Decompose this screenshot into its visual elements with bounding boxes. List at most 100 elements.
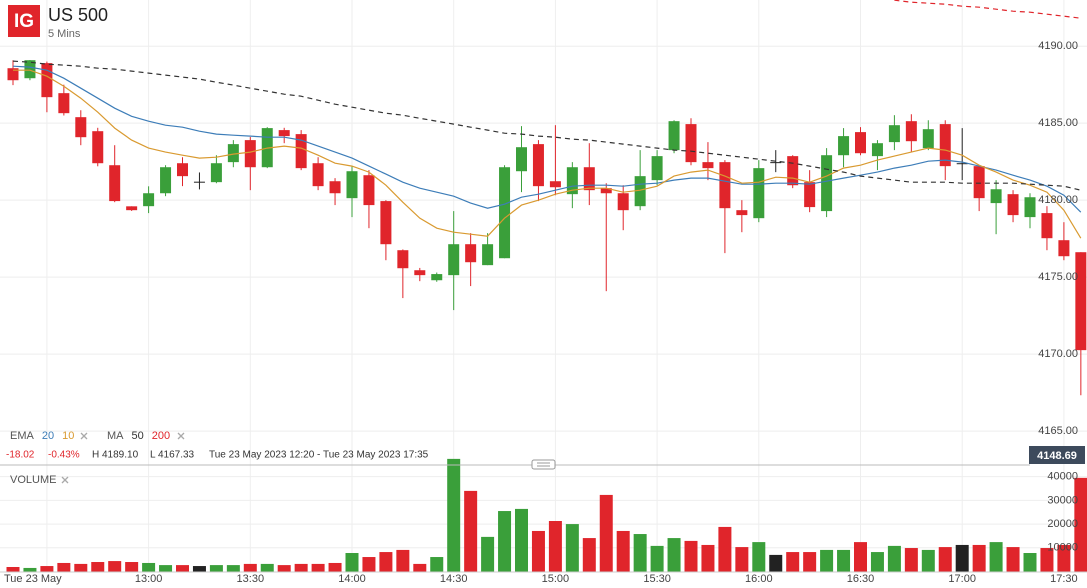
logo [8,5,40,37]
candle-body [566,167,578,195]
y-tick-label: 4185.00 [1038,117,1078,129]
interval[interactable]: 5 Mins [48,28,81,40]
legend-group: EMA [10,430,35,442]
last-price-box [1029,446,1085,464]
candle-body [600,188,612,194]
change: -18.02 [6,450,35,461]
candle-body [821,155,833,212]
volume-bar [701,544,715,572]
candle-body [329,181,341,194]
volume-bar [226,565,240,572]
candle-body [855,132,866,154]
volume-bar [531,530,545,572]
candle-body [210,163,222,183]
candle-body [126,206,138,211]
volume-bar [667,538,681,572]
ema-close[interactable] [80,432,88,440]
volume-bar [159,565,173,572]
volume-bar [1006,547,1020,572]
volume-bar [887,545,901,572]
candle-body [787,156,799,186]
volume-bar [616,530,630,572]
volume-bar [938,547,952,572]
x-tick-label: 13:00 [135,573,163,585]
volume-bar [311,563,325,572]
candle-body [312,163,324,187]
volume-bar [125,562,139,572]
candle-body [482,244,494,266]
candle-body [448,244,460,276]
candle-body [973,166,985,199]
x-tick-label: 17:00 [948,573,976,585]
volume-bar [464,490,478,572]
volume-bar [40,566,54,572]
candle-body [634,176,646,207]
x-tick-label: 14:30 [440,573,468,585]
candle-body [465,244,477,263]
volume-bar [345,553,359,572]
candle-body [702,162,714,169]
volume-bar [989,542,1003,572]
volume-bar [294,563,308,572]
volume-bar [1040,548,1054,572]
legend-item[interactable]: 10 [62,430,74,442]
volume-bar [854,542,867,572]
legend-item[interactable]: 50 [132,430,144,442]
candle-body [7,68,19,81]
candle-body [990,189,1002,204]
candle-body [939,124,951,167]
legend-item[interactable]: 200 [152,430,170,442]
volume-bar [921,549,935,572]
candle-body [922,129,934,149]
candle-body [753,168,765,219]
y-tick-label: 4175.00 [1038,271,1078,283]
candle-body [109,165,121,202]
volume-bar [379,552,393,572]
indicator-line [12,65,1082,213]
candle-body [75,117,87,138]
x-tick-label: 17:30 [1050,573,1078,585]
volume-bar [413,563,427,572]
legend-item[interactable]: 20 [42,430,54,442]
range: Tue 23 May 2023 12:20 - Tue 23 May 2023 … [209,450,429,461]
candle-body [346,171,358,199]
candle-body [685,124,697,163]
volume-bar [837,549,851,572]
y-tick-label: 4165.00 [1038,425,1078,437]
ma-close[interactable] [177,432,185,440]
low: L 4167.33 [150,450,195,461]
volume-bar [582,538,596,572]
x-tick-label: Tue 23 May [4,573,62,585]
candle-body [431,274,443,281]
x-tick-label: 15:00 [542,573,570,585]
candle-body [295,134,307,169]
labels: 4165.00 4170.00 4175.00 4180.00 4185.00 4190.… [4,40,1078,585]
instrument-title[interactable]: US 500 [48,5,108,25]
pane-resize-handle[interactable] [531,459,556,470]
candle-body [838,136,850,156]
y-tick-label: 40000 [1047,471,1078,483]
volume-bar [108,561,122,572]
volume-bar [1023,553,1037,572]
candle-body [516,147,527,172]
candle-body [651,156,663,181]
candle-body [363,175,375,206]
volume-bar [498,511,512,572]
candle-body [143,193,155,207]
volume-bar [650,545,664,572]
y-tick-label: 30000 [1047,494,1078,506]
volume-bar [260,563,274,572]
x-tick-label: 16:00 [745,573,773,585]
y-tick-label: 4190.00 [1038,40,1078,52]
volume-bar [752,542,766,572]
candle-body [719,162,731,209]
volume-close[interactable] [61,476,69,484]
candle-body [41,63,53,98]
candle-body [871,143,883,157]
volume-bar [209,565,223,572]
volume-bar [362,557,376,572]
volume-bar [769,554,783,572]
x-tick-label: 13:30 [237,573,265,585]
